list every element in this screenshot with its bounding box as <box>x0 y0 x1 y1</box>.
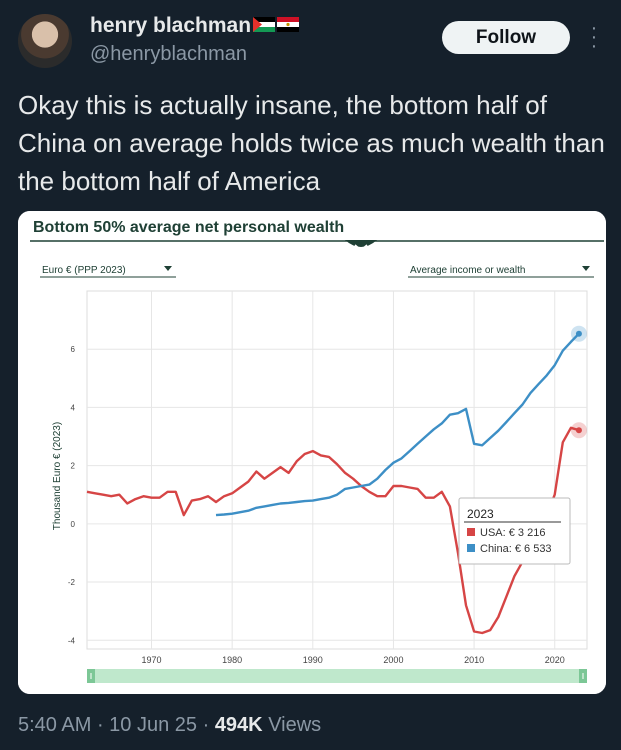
egypt-flag-icon <box>277 16 300 32</box>
x-axis-ticks: 1970 1980 1990 2000 2010 2020 <box>142 655 565 665</box>
dropdown-arrow-icon <box>582 266 590 271</box>
collapse-tab[interactable] <box>345 240 377 247</box>
palestine-flag-icon <box>253 16 276 32</box>
chart-tooltip: 2023 USA: € 3 216 China: € 6 533 <box>458 497 571 565</box>
x-tick-label: 1990 <box>303 655 323 665</box>
tweet-date: 10 Jun 25 <box>109 714 198 736</box>
tooltip-china-value: China: € 6 533 <box>480 543 552 555</box>
x-tick-label: 2020 <box>545 655 565 665</box>
views-label: Views <box>268 714 322 736</box>
chart-title: Bottom 50% average net personal wealth <box>33 219 344 236</box>
usa-legend-swatch <box>467 528 475 536</box>
range-slider[interactable] <box>87 669 587 683</box>
chart-series <box>86 332 580 635</box>
x-tick-label: 2000 <box>383 655 403 665</box>
y-axis-ticks: -4 -2 0 2 4 6 <box>68 345 76 645</box>
series-line-china <box>215 332 580 517</box>
tweet-text: Okay this is actually insane, the bottom… <box>18 90 605 196</box>
display-name[interactable]: henry blachman <box>90 14 300 38</box>
currency-select-label: Euro € (PPP 2023) <box>42 265 126 276</box>
series-endpoints[interactable] <box>570 325 587 439</box>
y-tick-label: -2 <box>68 578 76 587</box>
avatar[interactable] <box>18 14 72 68</box>
y-tick-label: -4 <box>68 636 76 645</box>
tweet-timestamp[interactable]: 5:40 AM · 10 Jun 25 · 494K Views <box>18 714 322 736</box>
measure-select[interactable]: Average income or wealth <box>408 265 594 278</box>
endpoint-marker-usa <box>575 427 582 434</box>
y-tick-label: 0 <box>71 520 76 529</box>
plot-frame <box>86 290 588 650</box>
measure-select-label: Average income or wealth <box>410 265 525 276</box>
chevron-down-icon <box>354 244 368 251</box>
chart-image[interactable]: Bottom 50% average net personal wealth E… <box>18 211 606 694</box>
china-legend-swatch <box>467 544 475 552</box>
dropdown-arrow-icon <box>164 266 172 271</box>
x-tick-label: 1970 <box>142 655 162 665</box>
currency-select[interactable]: Euro € (PPP 2023) <box>40 265 176 278</box>
more-vertical-icon[interactable]: · · · <box>590 17 598 57</box>
follow-button[interactable]: Follow <box>442 21 570 54</box>
y-axis-label: Thousand Euro € (2023) <box>52 422 63 530</box>
display-name-text: henry blachman <box>90 14 252 37</box>
chart-svg: Bottom 50% average net personal wealth E… <box>18 211 606 694</box>
tooltip-usa-value: USA: € 3 216 <box>480 527 545 539</box>
x-tick-label: 1980 <box>222 655 242 665</box>
series-line-usa <box>86 426 580 635</box>
tooltip-year: 2023 <box>467 507 494 521</box>
chart-grid <box>86 290 588 650</box>
user-handle[interactable]: @henryblachman <box>90 43 248 65</box>
tweet-time: 5:40 AM <box>18 714 92 736</box>
y-tick-label: 2 <box>71 462 76 471</box>
y-tick-label: 4 <box>71 403 76 412</box>
endpoint-marker-china <box>575 330 582 337</box>
x-tick-label: 2010 <box>464 655 484 665</box>
y-tick-label: 6 <box>71 345 76 354</box>
views-count: 494K <box>214 714 263 736</box>
